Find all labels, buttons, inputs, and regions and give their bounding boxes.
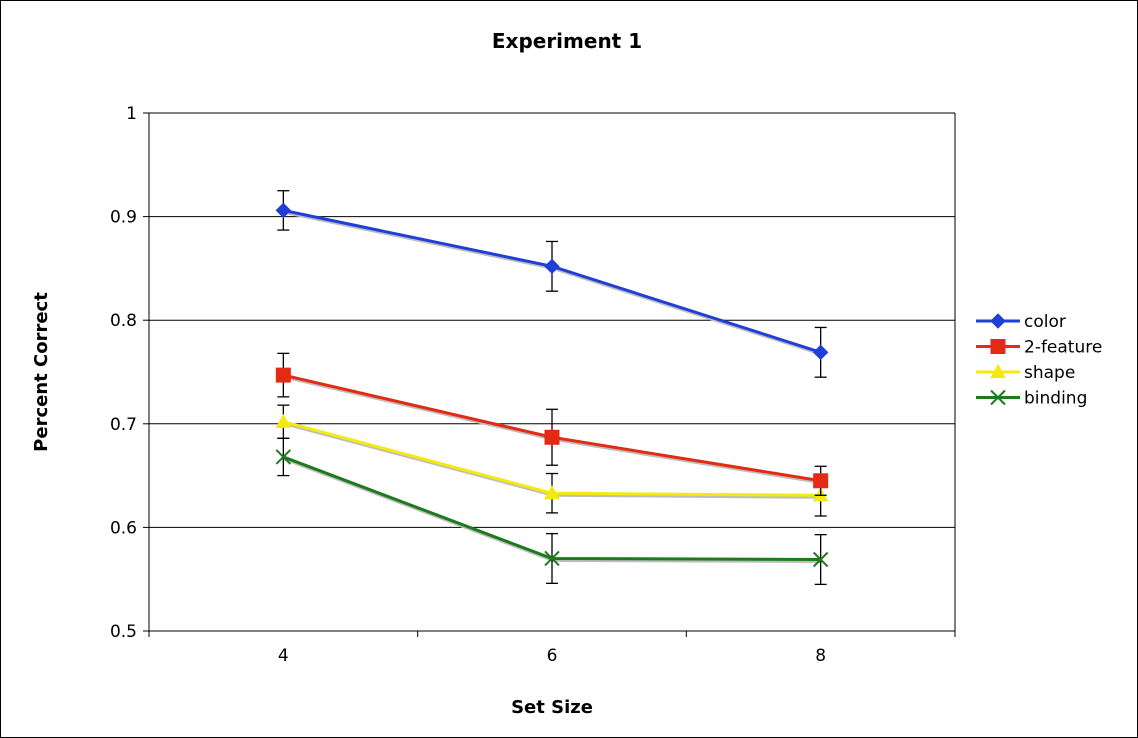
y-tick-labels: 0.5 0.6 0.7 0.8 0.9 1	[110, 104, 137, 642]
data-point	[545, 259, 559, 273]
legend-item: 2-feature	[976, 338, 1102, 358]
y-tick-label: 0.5	[110, 622, 137, 642]
x-axis-label: Set Size	[511, 697, 593, 718]
legend-marker	[991, 314, 1005, 328]
x-tick-label: 6	[547, 646, 558, 666]
x-tick-label: 4	[278, 646, 289, 666]
series-color	[276, 191, 827, 377]
y-tick-label: 0.6	[110, 518, 137, 538]
legend-label: color	[1024, 312, 1066, 332]
data-point	[545, 430, 559, 444]
x-tick-labels: 4 6 8	[278, 646, 826, 666]
legend-item: binding	[976, 389, 1087, 409]
legend-marker	[991, 340, 1005, 354]
series-line-shadow	[284, 459, 821, 562]
y-tick-label: 0.8	[110, 311, 137, 331]
legend-label: 2-feature	[1024, 338, 1102, 358]
legend-label: shape	[1024, 363, 1075, 383]
chart-title: Experiment 1	[492, 29, 642, 53]
data-point	[276, 415, 290, 428]
y-axis-label: Percent Correct	[31, 292, 52, 452]
legend-item: shape	[976, 363, 1075, 383]
y-tick-label: 0.9	[110, 208, 137, 228]
legend-item: color	[976, 312, 1066, 332]
data-point	[276, 368, 290, 382]
x-tick-label: 8	[815, 646, 826, 666]
legend: color 2-feature shape binding	[976, 312, 1102, 409]
series-layer	[276, 191, 827, 585]
data-point	[814, 474, 828, 488]
legend-label: binding	[1024, 389, 1087, 409]
data-point	[276, 203, 290, 217]
y-tick-label: 1	[126, 104, 137, 124]
series-line-shadow	[284, 212, 821, 354]
data-point	[814, 345, 828, 359]
y-tick-label: 0.7	[110, 415, 137, 435]
